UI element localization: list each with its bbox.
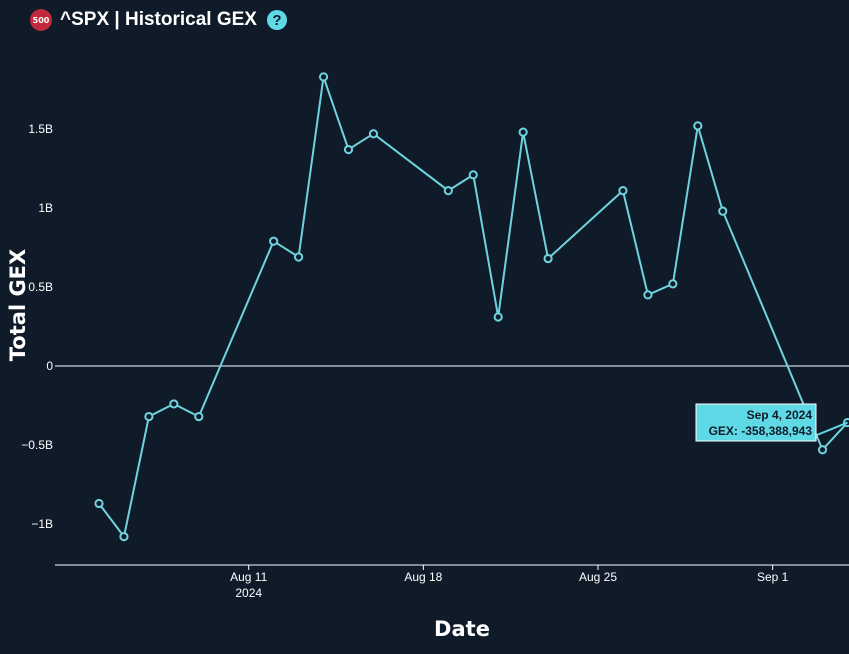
data-points xyxy=(94,72,849,542)
x-tick-sublabel: 2024 xyxy=(235,586,262,600)
data-point[interactable] xyxy=(269,236,279,246)
y-tick-label: 0.5B xyxy=(28,280,53,294)
data-point[interactable] xyxy=(94,498,104,509)
x-axis-ticks: Aug 11 2024 Aug 18 Aug 25 Sep 1 xyxy=(230,565,789,600)
tooltip-connector xyxy=(811,421,848,438)
data-point[interactable] xyxy=(119,532,129,542)
x-axis-title: Date xyxy=(434,617,490,641)
question-circle-icon[interactable]: ? xyxy=(266,10,287,30)
y-tick-label: −1B xyxy=(31,517,53,531)
data-point[interactable] xyxy=(618,186,628,196)
y-tick-label: 1.5B xyxy=(28,122,53,136)
y-axis-ticks: 1.5B 1B 0.5B 0 −0.5B −1B xyxy=(21,122,53,531)
data-point[interactable] xyxy=(693,121,703,131)
data-point[interactable] xyxy=(468,170,478,180)
data-point[interactable] xyxy=(194,411,204,422)
y-tick-label: 0 xyxy=(46,359,53,373)
tooltip-value: GEX: -358,388,943 xyxy=(709,424,813,438)
tooltip-box xyxy=(695,403,817,442)
data-point[interactable] xyxy=(169,399,179,409)
data-point[interactable] xyxy=(817,445,828,455)
tooltip-date: Sep 4, 2024 xyxy=(747,408,813,422)
x-tick-label: Aug 18 xyxy=(404,570,442,584)
data-point[interactable] xyxy=(668,279,678,289)
data-point[interactable] xyxy=(443,186,453,196)
data-point[interactable] xyxy=(518,127,528,137)
data-point[interactable] xyxy=(368,129,379,139)
series-line xyxy=(98,76,849,539)
x-tick-label: Aug 11 xyxy=(230,570,267,584)
data-point[interactable] xyxy=(343,144,354,155)
data-point[interactable] xyxy=(294,252,304,262)
data-point[interactable] xyxy=(318,72,329,82)
y-tick-label: 1B xyxy=(38,201,53,215)
x-tick-label: Sep 1 xyxy=(757,570,789,584)
spx-500-badge-icon: 500 xyxy=(30,9,52,31)
data-point[interactable] xyxy=(543,253,553,264)
data-point[interactable] xyxy=(493,312,503,322)
data-point[interactable] xyxy=(144,411,154,422)
data-point[interactable] xyxy=(718,206,728,216)
chart-title: ^SPX | Historical GEX xyxy=(60,9,257,30)
hover-tooltip: Sep 4, 2024 GEX: -358,388,943 xyxy=(695,403,848,442)
y-tick-label: −0.5B xyxy=(21,438,53,452)
chart-header: 500 ^SPX | Historical GEX ? xyxy=(30,7,287,33)
x-tick-label: Aug 25 xyxy=(579,570,617,584)
data-point[interactable] xyxy=(643,290,653,300)
y-axis-title: Total GEX xyxy=(6,249,30,361)
